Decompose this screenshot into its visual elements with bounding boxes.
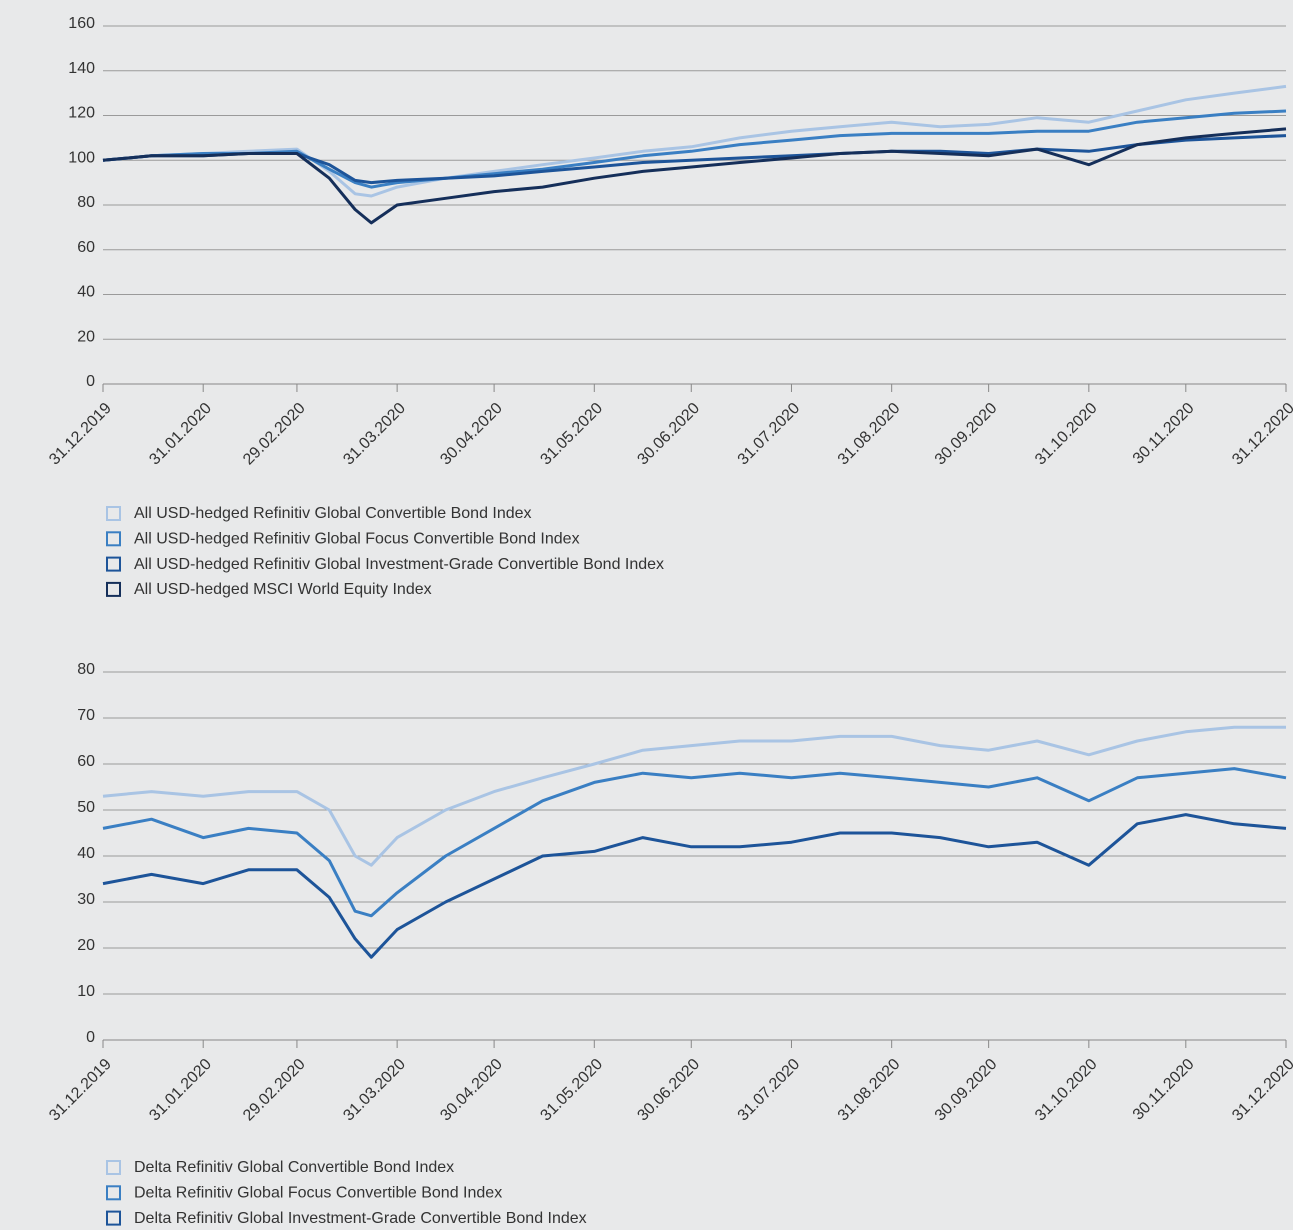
y-tick-label: 160 (68, 15, 95, 32)
x-tick-label: 30.11.2020 (1130, 1056, 1198, 1124)
y-tick-label: 10 (77, 983, 95, 1000)
y-tick-label: 120 (68, 105, 95, 122)
x-tick-label: 29.02.2020 (240, 1056, 309, 1125)
line (102, 84, 1287, 198)
x-tick-label: 31.08.2020 (835, 400, 904, 469)
x-tick-label: 31.12.2019 (46, 400, 115, 469)
y-tick-label: 60 (77, 753, 95, 770)
legend-swatch (106, 1185, 121, 1201)
x-tick-label: 30.09.2020 (932, 1056, 1001, 1125)
legend-swatch (106, 581, 121, 597)
x-tick-label: 31.12.2019 (46, 1056, 115, 1125)
legend-swatch (106, 556, 121, 572)
x-tick-label: 31.08.2020 (835, 1056, 904, 1125)
x-tick-label: 31.12.2020 (1229, 1056, 1293, 1125)
legend-label: All USD-hedged Refinitiv Global Investme… (134, 556, 664, 573)
legend-label: Delta Refinitiv Global Investment-Grade … (134, 1210, 587, 1227)
y-tick-label: 30 (77, 891, 95, 908)
legend-label: Delta Refinitiv Global Focus Convertible… (134, 1185, 502, 1202)
x-tick-label: 31.03.2020 (340, 400, 409, 469)
line (102, 725, 1286, 867)
x-tick-label: 31.05.2020 (537, 1056, 606, 1125)
x-tick-label: 30.09.2020 (932, 400, 1001, 469)
x-tick-label: 31.05.2020 (537, 400, 606, 469)
legend-label: All USD-hedged Refinitiv Global Converti… (134, 505, 532, 522)
x-tick-label: 31.07.2020 (735, 1056, 804, 1125)
legend-swatch (106, 1210, 121, 1226)
y-tick-label: 80 (77, 661, 95, 678)
y-tick-label: 20 (77, 328, 95, 345)
x-tick-label: 30.06.2020 (634, 400, 703, 469)
y-tick-label: 0 (86, 1029, 95, 1046)
x-tick-label: 30.04.2020 (437, 1056, 506, 1125)
y-tick-label: 60 (77, 239, 95, 256)
y-tick-label: 50 (77, 799, 95, 816)
legend-swatch (106, 531, 121, 547)
x-tick-label: 30.04.2020 (437, 400, 506, 469)
legend-label: Delta Refinitiv Global Convertible Bond … (134, 1159, 454, 1176)
y-tick-label: 40 (77, 845, 95, 862)
x-tick-label: 30.06.2020 (634, 1056, 703, 1125)
line (102, 767, 1287, 918)
x-tick-label: 31.01.2020 (146, 1056, 215, 1125)
legend-label: All USD-hedged MSCI World Equity Index (134, 581, 432, 598)
x-tick-label: 31.10.2020 (1032, 1056, 1101, 1125)
x-tick-label: 30.11.2020 (1130, 400, 1198, 468)
line (102, 134, 1287, 185)
y-tick-label: 70 (77, 707, 95, 724)
y-tick-label: 20 (77, 937, 95, 954)
line (102, 813, 1287, 959)
y-tick-label: 140 (68, 60, 95, 77)
x-tick-label: 31.03.2020 (340, 1056, 409, 1125)
legend-swatch (106, 506, 121, 521)
x-tick-label: 31.07.2020 (735, 400, 804, 469)
y-tick-label: 80 (77, 194, 95, 211)
y-tick-label: 100 (68, 149, 95, 166)
x-tick-label: 29.02.2020 (240, 400, 309, 469)
legend-label: All USD-hedged Refinitiv Global Focus Co… (134, 531, 580, 548)
y-tick-label: 40 (77, 284, 95, 301)
x-tick-label: 31.10.2020 (1032, 400, 1101, 469)
legend-swatch (106, 1160, 121, 1175)
x-tick-label: 31.12.2020 (1229, 400, 1293, 469)
line (102, 127, 1287, 225)
y-tick-label: 0 (86, 373, 95, 390)
x-tick-label: 31.01.2020 (146, 400, 215, 469)
